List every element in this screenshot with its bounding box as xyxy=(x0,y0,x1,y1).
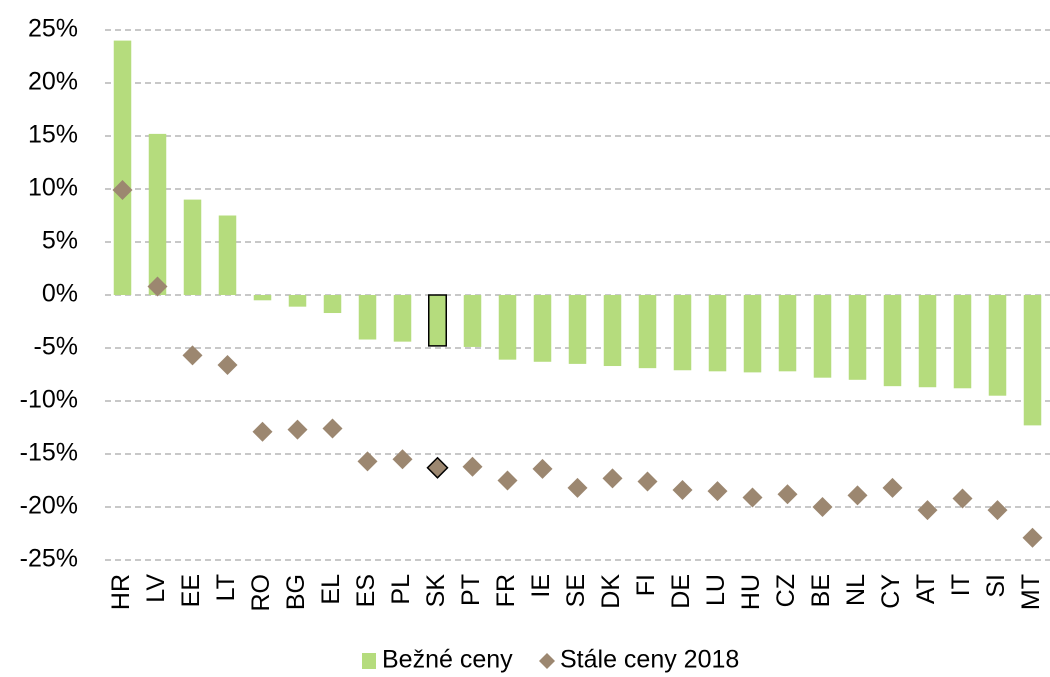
bar xyxy=(813,295,832,378)
bar xyxy=(218,215,237,295)
x-tick-label: FI xyxy=(632,574,660,596)
bar xyxy=(778,295,797,372)
x-tick-label: CZ xyxy=(772,574,800,607)
x-tick-label: CY xyxy=(877,574,905,609)
diamond-marker xyxy=(322,418,343,439)
diamond-marker xyxy=(777,484,798,505)
bar xyxy=(603,295,622,367)
bar xyxy=(463,295,482,347)
diamond-marker xyxy=(147,276,168,297)
x-tick-label: HU xyxy=(737,574,765,610)
diamond-marker xyxy=(217,354,238,375)
y-tick-label: 25% xyxy=(28,15,78,43)
diamond-marker xyxy=(392,449,413,470)
y-tick-label: -15% xyxy=(20,439,78,467)
bar xyxy=(323,295,342,314)
y-tick-label: 5% xyxy=(42,227,78,255)
bar xyxy=(358,295,377,340)
y-tick-label: -25% xyxy=(20,545,78,573)
bar xyxy=(498,295,517,360)
bar xyxy=(848,295,867,380)
y-tick-label: -20% xyxy=(20,492,78,520)
x-tick-label: IE xyxy=(527,574,555,598)
legend-label: Stále ceny 2018 xyxy=(560,646,739,674)
diamond-marker xyxy=(112,180,133,201)
diamond-marker xyxy=(672,480,693,501)
x-tick-label: DE xyxy=(667,574,695,609)
diamond-marker xyxy=(987,500,1008,521)
diamond-marker xyxy=(426,456,449,479)
x-tick-label: AT xyxy=(912,574,940,604)
diamond-marker xyxy=(532,458,553,479)
diamond-marker xyxy=(462,456,483,477)
bar xyxy=(148,133,167,295)
x-tick-label: MT xyxy=(1017,574,1045,610)
x-tick-label: PT xyxy=(457,574,485,606)
bar xyxy=(183,199,202,295)
bar xyxy=(918,295,937,388)
diamond-marker xyxy=(1022,527,1043,548)
x-tick-label: LU xyxy=(702,574,730,606)
diamond-marker xyxy=(497,470,518,491)
y-tick-label: -10% xyxy=(20,386,78,414)
y-tick-label: 0% xyxy=(42,280,78,308)
x-tick-label: RO xyxy=(247,574,275,612)
x-tick-label: IT xyxy=(947,574,975,596)
bar xyxy=(428,294,447,347)
bar xyxy=(883,295,902,387)
x-tick-label: SK xyxy=(422,574,450,608)
bar xyxy=(953,295,972,389)
bar xyxy=(1023,295,1042,426)
diamond-marker xyxy=(952,488,973,509)
diamond-marker xyxy=(182,345,203,366)
diamond-marker xyxy=(882,477,903,498)
x-tick-label: HR xyxy=(107,574,135,610)
x-tick-label: FR xyxy=(492,574,520,607)
x-tick-label: SI xyxy=(982,574,1010,598)
y-tick-label: -5% xyxy=(34,333,78,361)
y-tick-label: 10% xyxy=(28,174,78,202)
x-tick-label: BE xyxy=(807,574,835,607)
bar xyxy=(253,295,272,301)
bar xyxy=(113,40,132,295)
diamond-marker xyxy=(252,421,273,442)
x-tick-label: EL xyxy=(317,574,345,605)
diamond-marker xyxy=(357,451,378,472)
diamond-marker xyxy=(812,497,833,517)
diamond-marker xyxy=(917,500,938,521)
x-tick-label: NL xyxy=(842,574,870,606)
bar xyxy=(708,295,727,372)
legend-swatch xyxy=(539,653,555,669)
diamond-marker xyxy=(847,485,868,506)
x-tick-label: ES xyxy=(352,574,380,607)
y-tick-label: 20% xyxy=(28,68,78,96)
bar xyxy=(393,295,412,342)
diamond-marker xyxy=(602,468,623,489)
bar xyxy=(533,295,552,362)
diamond-marker xyxy=(707,481,728,502)
bar xyxy=(988,295,1007,396)
x-tick-label: DK xyxy=(597,574,625,609)
bar xyxy=(638,295,657,369)
diamond-marker xyxy=(287,419,308,440)
x-tick-label: PL xyxy=(387,574,415,605)
diamond-marker xyxy=(637,471,658,492)
x-tick-label: EE xyxy=(177,574,205,607)
y-tick-label: 15% xyxy=(28,121,78,149)
legend-label: Bežné ceny xyxy=(382,646,513,674)
x-tick-label: LV xyxy=(142,574,170,603)
bar xyxy=(288,295,307,307)
diamond-marker xyxy=(742,487,763,508)
legend-swatch xyxy=(362,653,376,669)
diamond-marker xyxy=(567,477,588,498)
x-tick-label: SE xyxy=(562,574,590,607)
bar xyxy=(568,295,587,364)
bar xyxy=(673,295,692,371)
x-tick-label: LT xyxy=(212,574,240,601)
bar xyxy=(743,295,762,373)
x-tick-label: BG xyxy=(282,574,310,610)
